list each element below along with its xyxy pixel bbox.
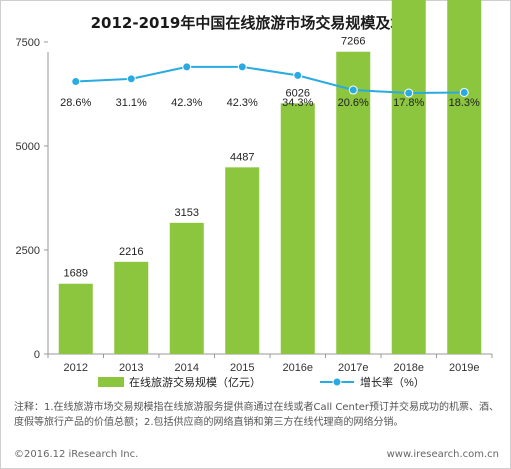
legend-line-marker — [332, 377, 342, 387]
y-tick-label: 2500 — [16, 245, 40, 257]
y-tick-label: 0 — [34, 349, 40, 361]
bar — [58, 283, 93, 354]
growth-rate-point — [71, 76, 81, 86]
growth-rate-label: 34.3% — [282, 97, 313, 109]
growth-rate-point — [237, 62, 247, 72]
bar — [169, 222, 204, 354]
bar — [391, 0, 426, 354]
bar — [225, 167, 260, 354]
x-tick-label: 2018e — [393, 362, 424, 374]
bar-value-label: 1689 — [64, 268, 88, 280]
growth-rate-label: 17.8% — [393, 97, 424, 109]
copyright-text: ©2016.12 iResearch Inc. — [14, 449, 139, 460]
bar-value-label: 3153 — [175, 207, 199, 219]
x-tick-label: 2019e — [449, 362, 480, 374]
x-tick-label: 2016e — [282, 362, 313, 374]
bar — [114, 261, 149, 354]
growth-rate-point — [459, 87, 469, 97]
bar — [336, 51, 371, 354]
x-tick-label: 2013 — [119, 362, 143, 374]
growth-rate-point — [126, 74, 136, 84]
chart-note: 注释：1.在线旅游市场交易规模指在线旅游服务提供商通过在线或者Call Cent… — [14, 402, 500, 428]
x-tick-label: 2017e — [338, 362, 369, 374]
bar — [280, 103, 315, 355]
bar — [447, 0, 482, 354]
bar-value-label: 4487 — [230, 151, 254, 163]
bar-value-label: 7266 — [341, 36, 365, 48]
legend-bar-swatch — [98, 377, 124, 387]
x-tick-label: 2015 — [230, 362, 254, 374]
growth-rate-label: 31.1% — [116, 97, 147, 109]
growth-rate-line — [75, 65, 465, 95]
y-tick-label: 5000 — [16, 141, 40, 153]
x-tick-label: 2014 — [175, 362, 199, 374]
growth-rate-label: 18.3% — [449, 97, 480, 109]
growth-rate-label: 20.6% — [338, 97, 369, 109]
growth-rate-label: 42.3% — [227, 97, 258, 109]
y-tick-label: 7500 — [16, 37, 40, 49]
bar-value-label: 2216 — [119, 246, 143, 258]
growth-rate-point — [293, 70, 303, 80]
legend-line-label: 增长率（%） — [360, 375, 425, 389]
website-text: www.iresearch.com.cn — [386, 449, 499, 460]
growth-rate-point — [182, 62, 192, 72]
bar-value-label: 6026 — [286, 87, 310, 99]
growth-rate-label: 42.3% — [171, 97, 202, 109]
growth-rate-point — [404, 88, 414, 98]
x-tick-label: 2012 — [64, 362, 88, 374]
legend-bar-label: 在线旅游交易规模（亿元） — [129, 375, 261, 389]
growth-rate-label: 28.6% — [60, 97, 91, 109]
growth-rate-point — [348, 85, 358, 95]
chart-title: 2012-2019年中国在线旅游市场交易规模及增速 — [90, 14, 421, 32]
